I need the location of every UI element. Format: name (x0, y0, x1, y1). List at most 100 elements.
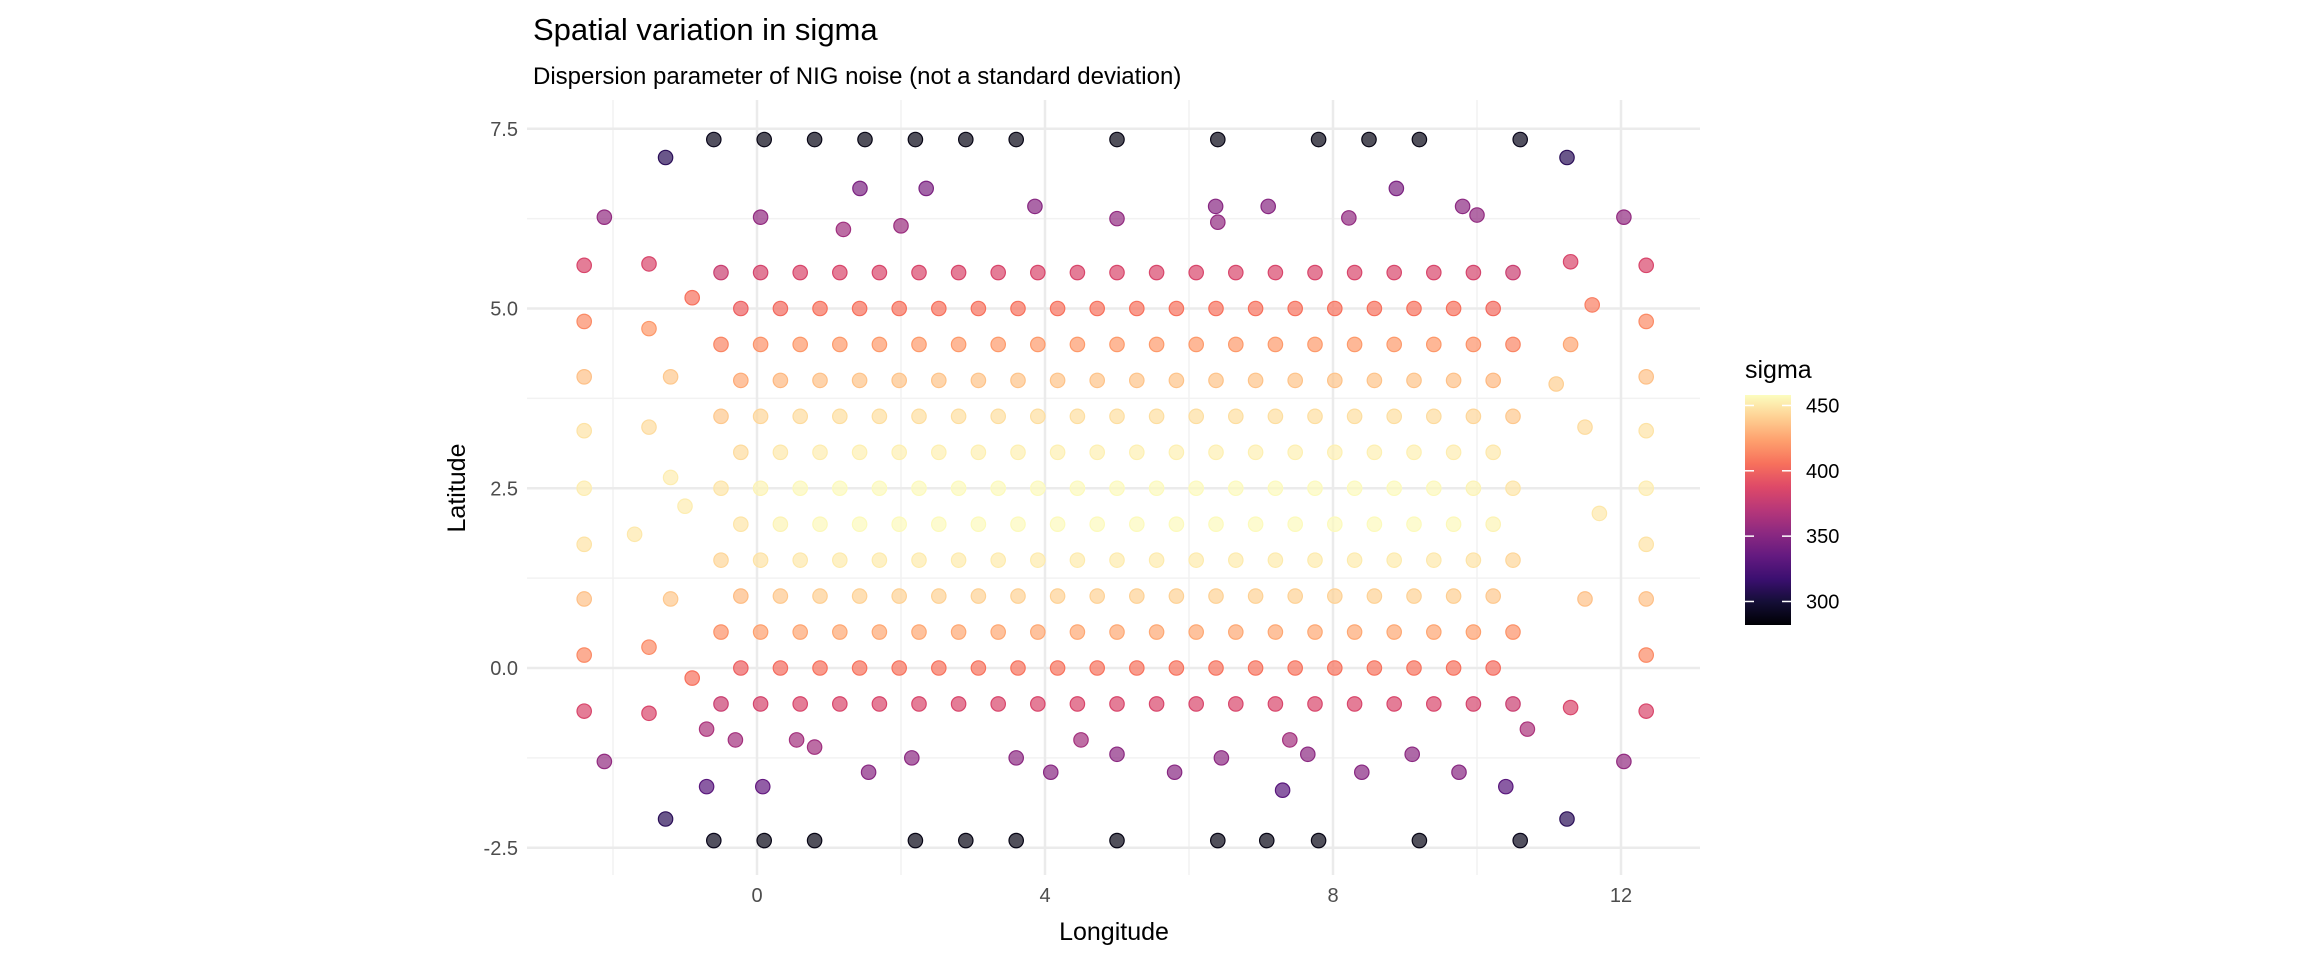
data-point (1346, 480, 1363, 497)
data-point (1341, 210, 1357, 226)
data-point (576, 591, 592, 607)
data-point (1505, 264, 1521, 281)
data-point (705, 832, 722, 849)
data-point (1247, 516, 1264, 532)
data-point (1089, 660, 1105, 676)
data-point (752, 552, 769, 568)
data-point (1404, 746, 1420, 763)
data-point (792, 480, 808, 497)
data-point (891, 588, 907, 604)
data-point (1148, 552, 1165, 568)
data-point (871, 696, 888, 712)
y-tick-label: 2.5 (490, 478, 518, 500)
data-point (1426, 552, 1442, 568)
legend-tick-label: 350 (1806, 526, 1839, 548)
data-point (732, 300, 749, 317)
data-point (1069, 408, 1086, 425)
data-point (792, 552, 808, 568)
data-point (1519, 721, 1536, 737)
data-point (1010, 588, 1026, 604)
data-point (1505, 408, 1521, 425)
data-point (1069, 336, 1086, 353)
x-axis-ticks: 0 4 8 12 (751, 885, 1632, 907)
data-point (911, 264, 927, 281)
data-point (851, 516, 868, 532)
data-point (1213, 750, 1230, 766)
data-point (1210, 214, 1226, 231)
data-point (1049, 372, 1066, 389)
data-point (1354, 764, 1370, 781)
data-point (1577, 419, 1593, 435)
data-point (1638, 422, 1654, 439)
data-point (1327, 300, 1343, 317)
data-point (1465, 696, 1482, 712)
data-point (1366, 660, 1383, 676)
data-point (1366, 588, 1383, 604)
data-point (950, 408, 967, 425)
data-point (1386, 624, 1402, 640)
data-point (1465, 624, 1482, 640)
data-point (756, 131, 772, 148)
data-point (1426, 480, 1442, 497)
data-point (662, 469, 679, 486)
data-point (1073, 732, 1089, 748)
data-point (1069, 264, 1086, 281)
data-point (1188, 624, 1204, 640)
legend-tick-label: 300 (1806, 591, 1839, 613)
x-tick-label: 12 (1610, 885, 1632, 907)
data-point (1361, 131, 1377, 148)
data-point (1258, 832, 1275, 849)
data-point (852, 180, 868, 197)
data-point (1307, 264, 1323, 281)
data-point (1069, 480, 1086, 497)
legend-ticks: 300 350 400 450 (1745, 395, 1839, 613)
data-point (1049, 516, 1066, 532)
data-point (1247, 660, 1264, 676)
data-point (1562, 253, 1579, 270)
data-point (1327, 444, 1343, 461)
data-point (903, 750, 920, 766)
data-point (1445, 300, 1462, 317)
data-point (1287, 372, 1303, 389)
data-point (851, 444, 868, 461)
data-point (698, 721, 715, 737)
data-point (1346, 624, 1363, 640)
data-point (1559, 811, 1575, 827)
data-point (576, 369, 592, 385)
data-point (911, 336, 927, 353)
data-point (831, 552, 848, 568)
data-point (1069, 624, 1086, 640)
x-tick-label: 4 (1039, 885, 1050, 907)
data-point (1228, 696, 1244, 712)
data-point (1406, 444, 1422, 461)
x-axis-label: Longitude (1059, 918, 1169, 946)
data-point (1089, 372, 1105, 389)
data-point (812, 660, 828, 676)
data-point (891, 372, 907, 389)
data-point (1168, 372, 1185, 389)
data-point (1485, 300, 1501, 317)
chart-subtitle: Dispersion parameter of NIG noise (not a… (533, 63, 1181, 90)
data-point (1512, 832, 1528, 849)
data-point (1089, 516, 1105, 532)
data-point (662, 591, 679, 607)
data-point (851, 300, 868, 317)
data-point (677, 498, 693, 515)
data-point (1228, 552, 1244, 568)
data-point (1267, 696, 1284, 712)
data-point (1148, 408, 1165, 425)
data-point (684, 670, 700, 686)
x-tick-label: 0 (751, 885, 762, 907)
data-point (891, 660, 907, 676)
data-point (1559, 149, 1575, 166)
data-point (1109, 552, 1125, 568)
data-point (1465, 408, 1482, 425)
data-point (772, 660, 789, 676)
data-point (1505, 552, 1521, 568)
data-point (1109, 131, 1125, 148)
data-point (732, 588, 749, 604)
data-point (990, 264, 1006, 281)
legend-title: sigma (1745, 356, 1812, 384)
data-point (1426, 624, 1442, 640)
